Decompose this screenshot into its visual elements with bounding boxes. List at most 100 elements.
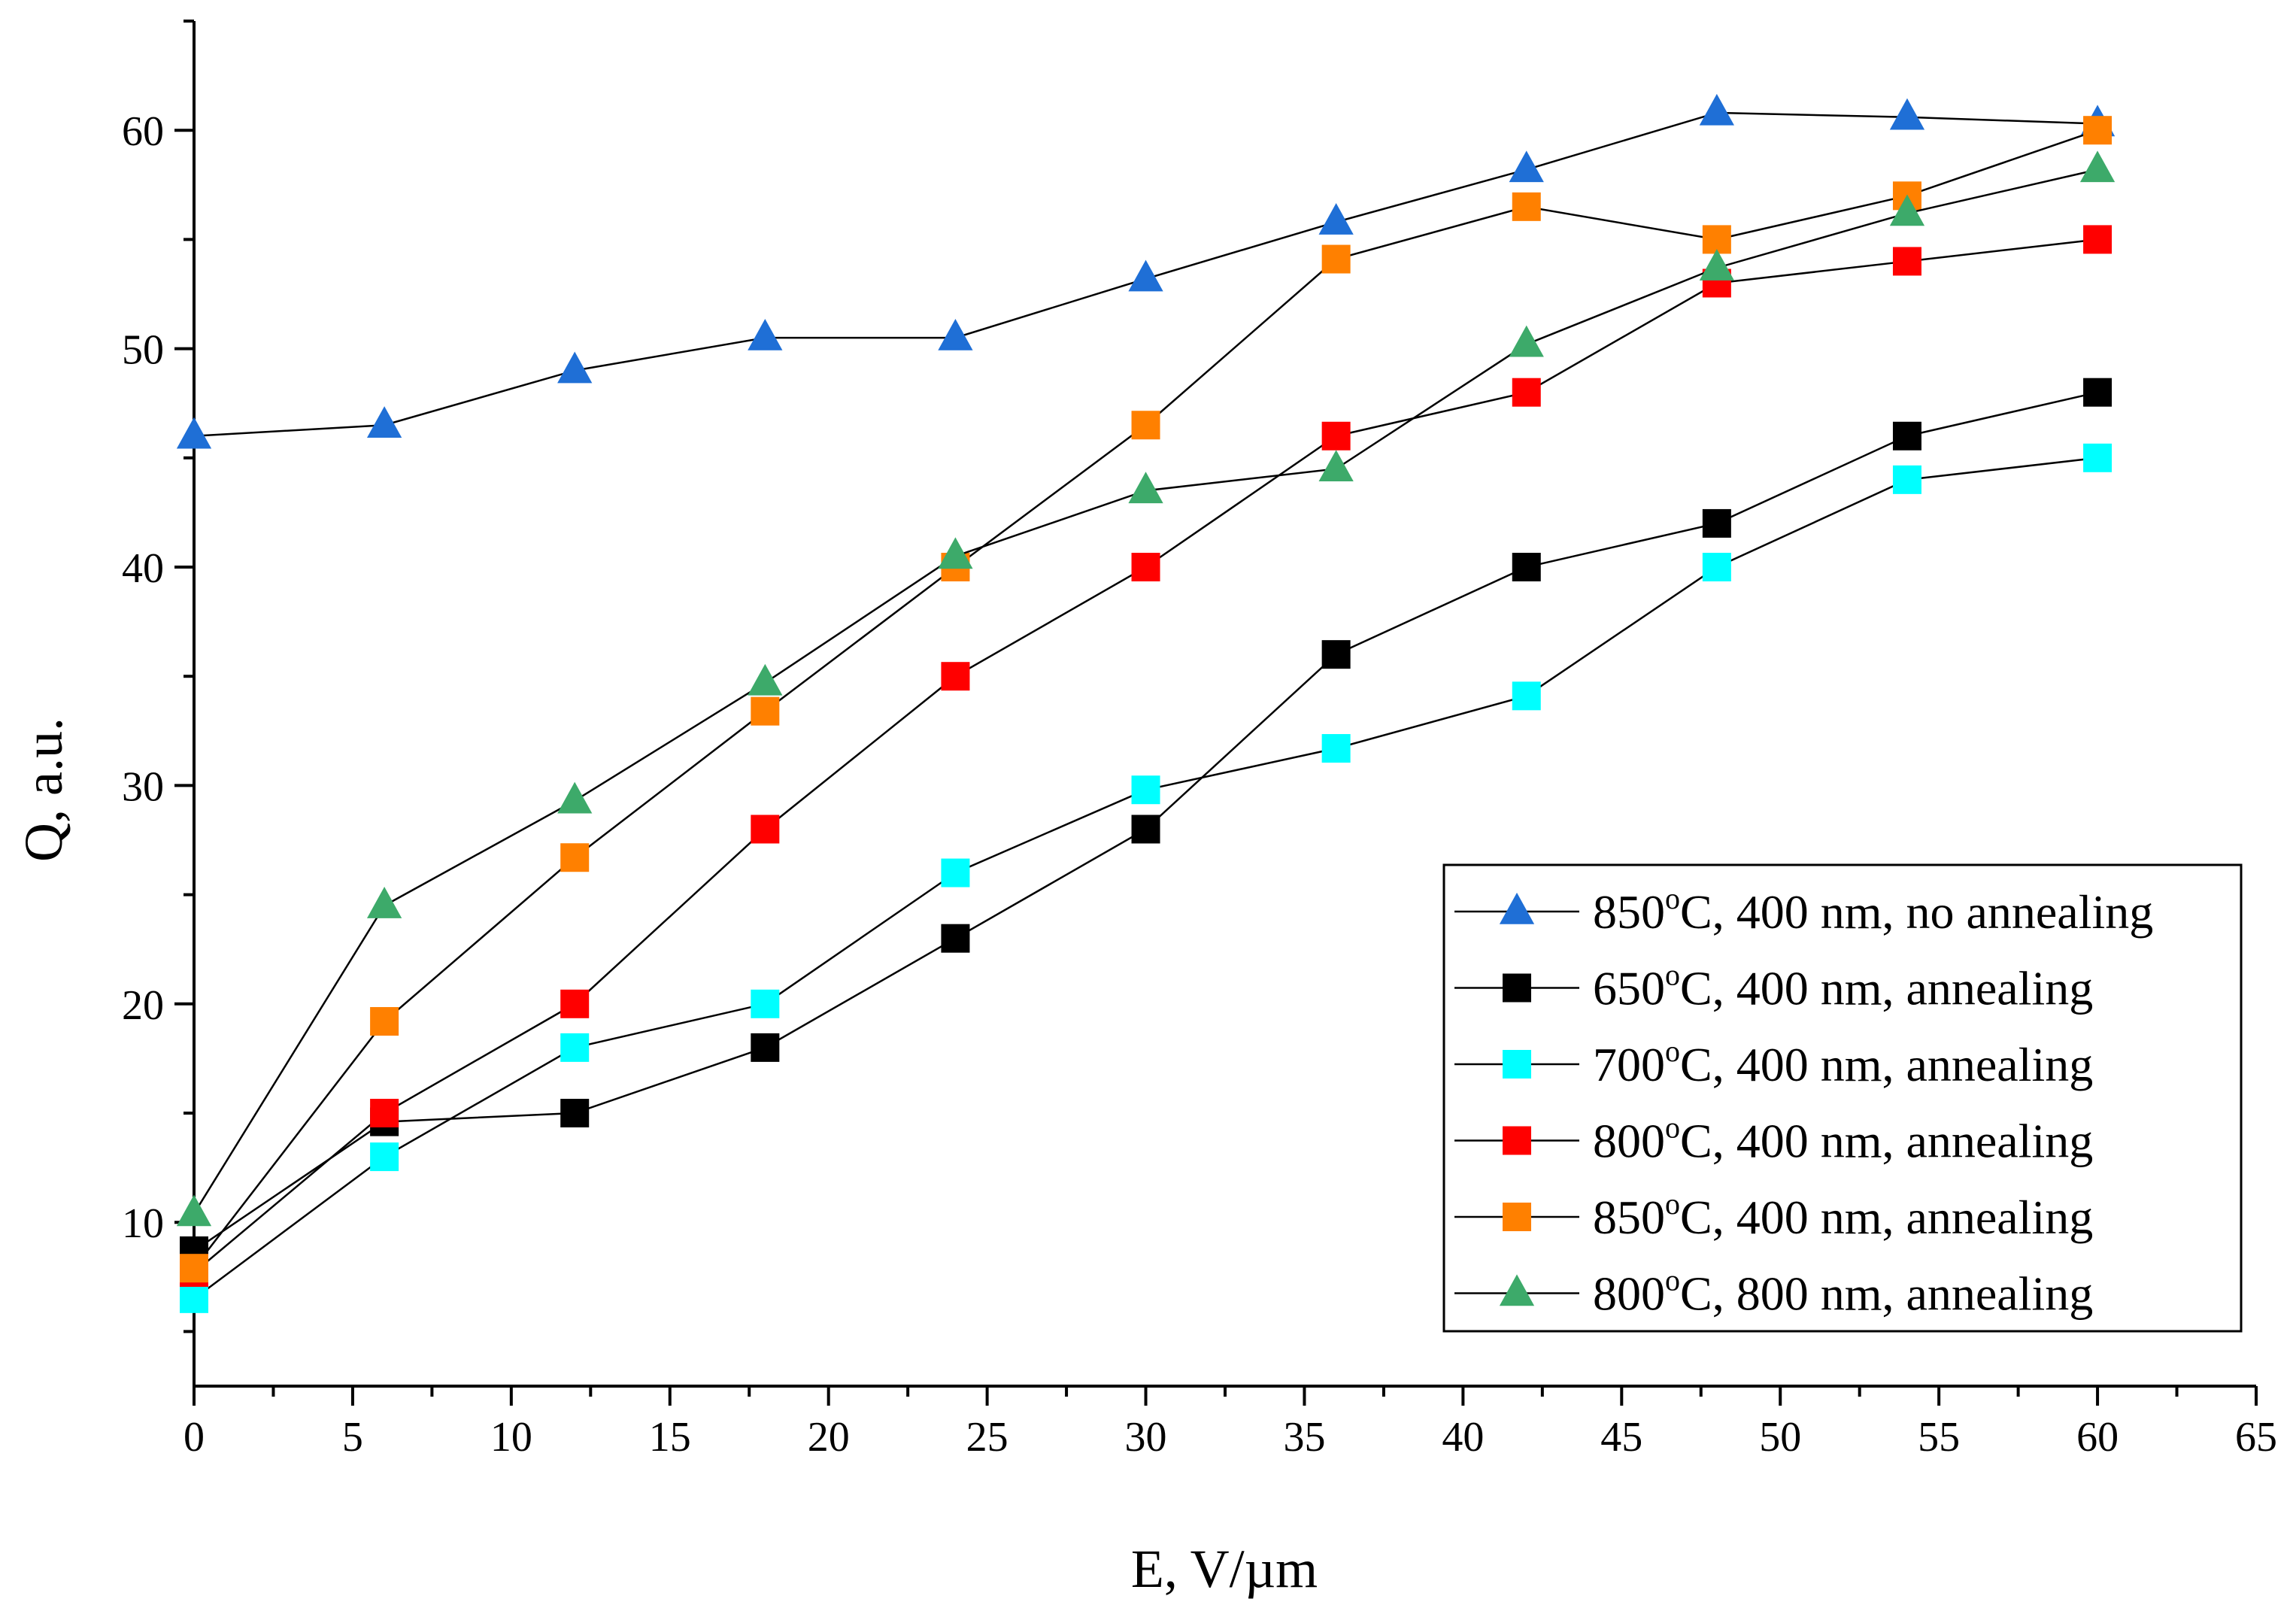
data-point — [560, 843, 590, 872]
data-point — [1509, 150, 1544, 183]
data-point — [941, 662, 970, 691]
data-point — [2079, 150, 2116, 183]
x-tick-label: 20 — [808, 1414, 850, 1461]
y-tick-label: 30 — [122, 763, 164, 810]
legend-marker — [1503, 973, 1531, 1003]
data-point — [1889, 194, 1925, 226]
series-2 — [180, 443, 2113, 1313]
y-axis-title: Q, a.u. — [14, 718, 74, 862]
legend-marker — [1503, 1050, 1531, 1079]
data-point — [748, 663, 783, 696]
x-tick-label: 10 — [490, 1414, 532, 1461]
legend-item: 650oC, 400 nm, annealing — [1454, 958, 2093, 1015]
data-point — [1702, 508, 1731, 538]
data-point — [1892, 247, 1921, 276]
data-point — [557, 781, 593, 814]
data-point — [2083, 443, 2113, 472]
legend-label: 700oC, 400 nm, annealing — [1593, 1034, 2093, 1091]
data-point — [1512, 553, 1541, 581]
series-5 — [176, 150, 2116, 1227]
y-tick-label: 10 — [122, 1200, 164, 1247]
data-point — [938, 537, 973, 569]
legend-item: 850oC, 400 nm, annealing — [1454, 1187, 2093, 1244]
x-tick-label: 50 — [1759, 1414, 1801, 1461]
data-point — [560, 1033, 590, 1062]
data-point — [1128, 259, 1163, 292]
x-tick-label: 0 — [183, 1414, 205, 1461]
data-point — [1699, 249, 1734, 281]
legend-label: 850oC, 400 nm, no annealing — [1593, 881, 2153, 939]
data-point — [1131, 411, 1160, 440]
data-point — [1702, 553, 1731, 581]
data-point — [370, 1099, 399, 1127]
x-tick-label: 45 — [1600, 1414, 1642, 1461]
legend-label: 650oC, 400 nm, annealing — [1593, 958, 2093, 1015]
x-tick-label: 35 — [1283, 1414, 1325, 1461]
data-point — [1321, 640, 1351, 669]
data-point — [751, 1033, 780, 1062]
data-point — [176, 417, 212, 449]
legend-item: 700oC, 400 nm, annealing — [1454, 1034, 2093, 1091]
data-point — [2083, 116, 2113, 145]
legend-label: 850oC, 400 nm, annealing — [1593, 1187, 2093, 1244]
legend-label: 800oC, 800 nm, annealing — [1593, 1264, 2093, 1321]
legend: 850oC, 400 nm, no annealing 650oC, 400 nm… — [1442, 863, 2243, 1333]
x-tick-label: 25 — [966, 1414, 1008, 1461]
x-tick-label: 5 — [342, 1414, 363, 1461]
legend-label: 800oC, 400 nm, annealing — [1593, 1111, 2093, 1168]
data-point — [1892, 465, 1921, 494]
data-point — [1889, 98, 1925, 130]
legend-marker — [1499, 1274, 1535, 1306]
data-point — [751, 696, 780, 726]
x-tick-label: 65 — [2235, 1414, 2277, 1461]
data-point — [1892, 421, 1921, 451]
legend-item: 850oC, 400 nm, no annealing — [1454, 881, 2153, 939]
series-1 — [180, 378, 2113, 1265]
data-point — [2083, 378, 2113, 407]
data-point — [1318, 450, 1354, 482]
data-point — [370, 1007, 399, 1036]
axes: 0 5 10 15 20 25 30 35 40 45 50 55 60 65 10 20 30 40 50 60 — [122, 20, 2277, 1461]
data-point — [1128, 472, 1163, 504]
data-point — [1318, 203, 1354, 235]
data-point — [176, 1194, 212, 1227]
data-point — [1131, 553, 1160, 581]
data-point — [1321, 734, 1351, 763]
data-point — [560, 1099, 590, 1127]
data-point — [1131, 815, 1160, 844]
data-point — [1131, 775, 1160, 805]
data-point — [366, 887, 402, 918]
data-point — [1512, 681, 1541, 711]
data-point — [751, 989, 780, 1018]
legend-item: 800oC, 800 nm, annealing — [1454, 1264, 2093, 1321]
x-axis-title: E, V/µm — [1131, 1539, 1318, 1599]
data-point — [370, 1142, 399, 1172]
data-point — [1509, 325, 1544, 357]
legend-marker — [1503, 1126, 1531, 1155]
legend-marker — [1499, 892, 1535, 924]
data-point — [941, 858, 970, 887]
y-tick-label: 40 — [122, 545, 164, 592]
legend-item: 800oC, 400 nm, annealing — [1454, 1111, 2093, 1168]
data-point — [941, 924, 970, 953]
data-point — [180, 1254, 208, 1283]
legend-box — [1442, 863, 2243, 1333]
data-point — [938, 318, 973, 350]
x-tick-label: 40 — [1442, 1414, 1484, 1461]
data-point — [1321, 421, 1351, 451]
legend-marker — [1503, 1203, 1531, 1231]
data-point — [1512, 192, 1541, 221]
data-point — [751, 815, 780, 844]
data-point — [557, 351, 593, 384]
series-group — [176, 93, 2116, 1313]
data-point — [180, 1284, 208, 1313]
data-point — [1321, 244, 1351, 274]
x-tick-label: 15 — [649, 1414, 691, 1461]
data-point — [2083, 225, 2113, 254]
y-tick-label: 20 — [122, 982, 164, 1029]
x-tick-label: 55 — [1918, 1414, 1960, 1461]
data-point — [366, 406, 402, 438]
data-point — [1699, 93, 1734, 126]
data-point — [560, 989, 590, 1018]
